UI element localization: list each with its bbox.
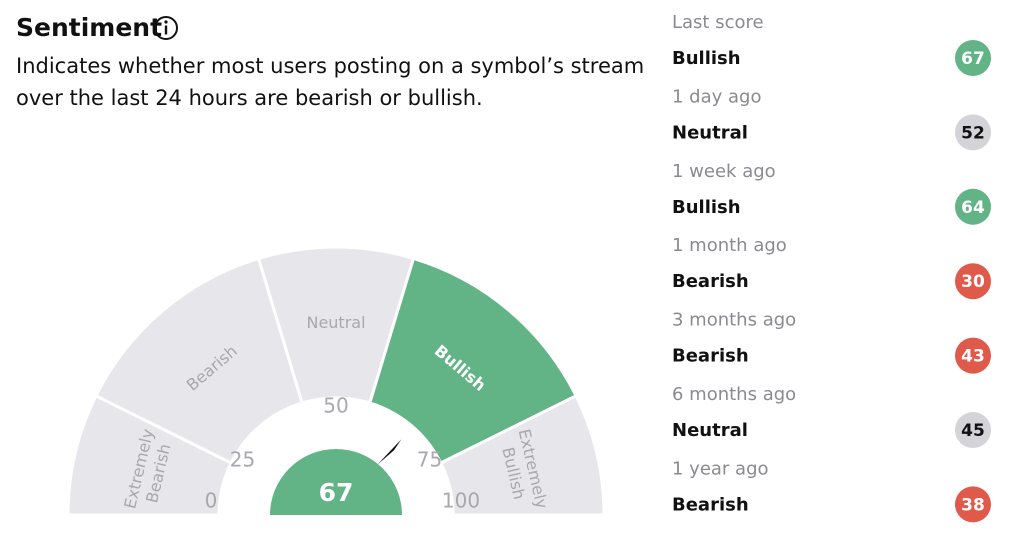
history-label: Neutral [672,122,748,143]
score-badge [955,412,991,448]
gauge-tick-label: 100 [442,489,480,513]
score-badge [955,114,991,151]
history-label: Neutral [672,420,748,441]
score-badge [955,337,991,374]
history-label: Bullish [672,48,741,69]
score-value: 52 [961,123,985,143]
score-value: 45 [961,421,985,441]
history-period: Last score [672,12,764,33]
history-period: 1 week ago [672,161,776,182]
score-value: 38 [961,495,985,515]
history-period: 1 day ago [672,86,761,107]
title: Sentiment [16,13,162,42]
description: Indicates whether most users posting on … [16,54,645,110]
gauge-tick-label: 75 [417,448,442,472]
score-value: 43 [961,347,985,367]
gauge-tick-label: 50 [323,394,348,418]
info-icon[interactable] [154,16,178,40]
score-badge [955,40,991,76]
score-value: 64 [961,198,985,218]
description-box: Indicates whether most users posting on … [16,54,645,110]
gauge-segment [438,393,606,517]
score-badge [955,263,991,300]
history-label: Bearish [672,494,749,515]
gauge-needle [377,439,402,465]
history-label: Bearish [672,271,749,292]
history-period: 3 months ago [672,310,796,331]
gauge-value: 67 [319,478,354,507]
history-list: Last score Bullish 67 1 day ago Neutral 52 1 w… [672,12,991,523]
history-label: Bearish [672,346,749,367]
gauge-center [270,449,402,515]
history-period: 1 year ago [672,458,769,479]
gauge: ExtremelyBearishBearishNeutralBullishExt… [0,245,660,552]
segment-label-line: Neutral [306,313,365,332]
history-period: 1 month ago [672,235,787,256]
gauge-base [0,515,660,552]
segment-label: Neutral [306,313,365,332]
score-badge [955,486,991,523]
score-badge [955,188,991,225]
gauge-segment [367,256,579,465]
history-period: 6 months ago [672,384,796,405]
gauge-segment [93,256,305,465]
score-value: 67 [961,49,985,69]
gauge-tick-label: 25 [230,448,255,472]
gauge-tick-label: 0 [205,489,218,513]
score-value: 30 [961,272,985,292]
history-label: Bullish [672,197,741,218]
